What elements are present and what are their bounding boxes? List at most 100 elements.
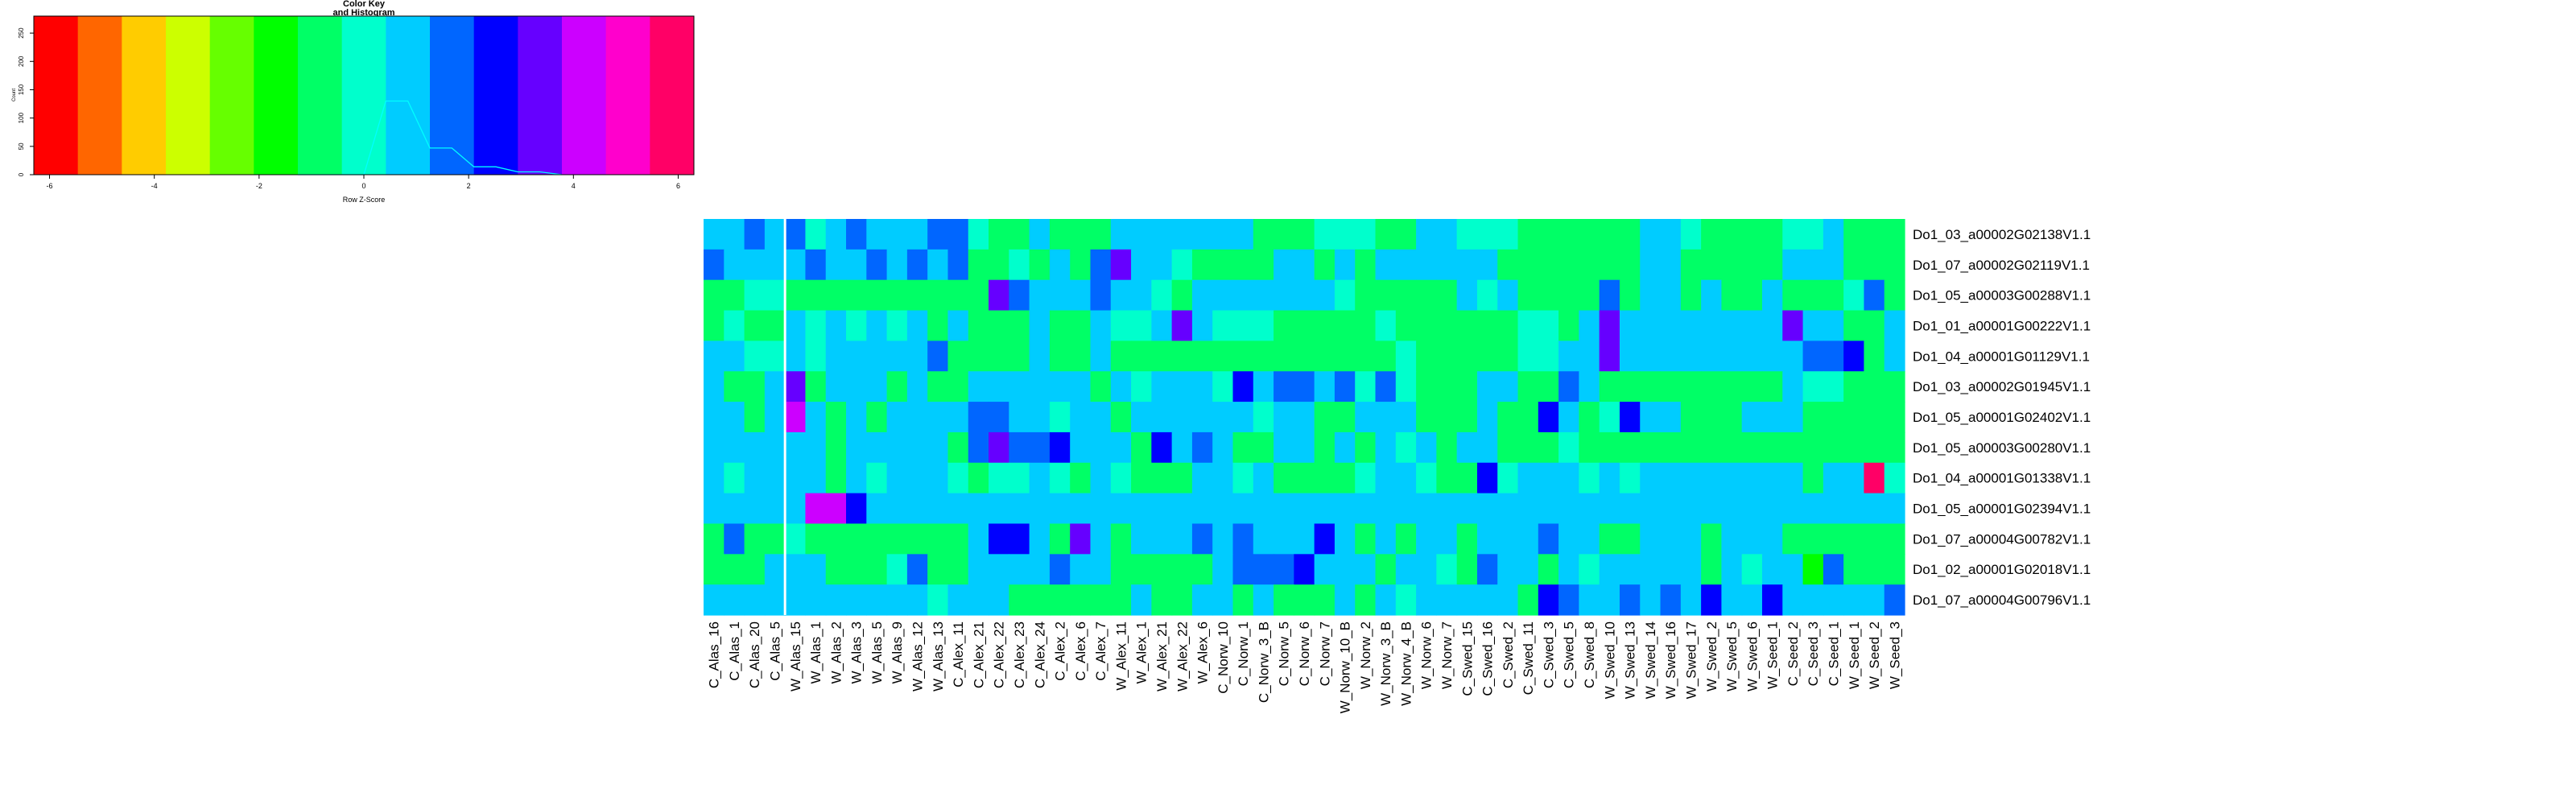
heatmap-cell — [1680, 371, 1702, 402]
heatmap-cell — [1375, 341, 1397, 372]
heatmap-cell — [1619, 279, 1641, 312]
heatmap-cell — [1191, 249, 1213, 281]
heatmap-cell — [846, 219, 867, 250]
column-label: W_Alas_1 — [808, 621, 824, 683]
heatmap-cell — [1253, 279, 1274, 312]
heatmap-cell — [1517, 249, 1539, 281]
heatmap-cell — [1741, 554, 1763, 585]
heatmap-cell — [1416, 279, 1437, 312]
heatmap-cell — [704, 249, 724, 281]
heatmap-cell — [1782, 279, 1804, 312]
heatmap-cell — [744, 584, 766, 616]
heatmap-cell — [968, 249, 989, 281]
heatmap-cell — [764, 402, 786, 433]
heatmap-cell — [1884, 431, 1905, 464]
heatmap-cell — [1761, 431, 1783, 464]
heatmap-cell — [1274, 219, 1294, 250]
heatmap-cell — [1517, 341, 1539, 372]
heatmap-cell — [1070, 219, 1092, 250]
heatmap-cell — [1741, 310, 1763, 341]
heatmap-cell — [1232, 431, 1254, 464]
heatmap-cell — [1436, 310, 1458, 341]
heatmap-cell — [1497, 279, 1519, 312]
heatmap-cell — [846, 554, 867, 585]
heatmap-cell — [764, 249, 786, 281]
heatmap-cell — [1843, 371, 1865, 402]
heatmap-cell — [1232, 493, 1254, 525]
heatmap-cell — [1395, 431, 1417, 464]
heatmap-cell — [1274, 523, 1294, 555]
heatmap-cell — [1741, 493, 1763, 525]
heatmap-cell — [1701, 310, 1723, 341]
heatmap-cell — [1274, 341, 1294, 372]
heatmap-cell — [1599, 462, 1620, 494]
heatmap-cell — [906, 341, 928, 372]
heatmap-cell — [1864, 402, 1885, 433]
heatmap-cell — [704, 431, 724, 464]
heatmap-cell — [1110, 341, 1132, 372]
heatmap-cell — [1660, 523, 1682, 555]
heatmap-cell — [1191, 431, 1213, 464]
heatmap-cell — [1212, 523, 1234, 555]
heatmap-cell — [1375, 279, 1397, 312]
heatmap-cell — [1294, 554, 1315, 585]
heatmap-cell — [886, 310, 908, 341]
heatmap-cell — [825, 402, 847, 433]
heatmap-cell — [1619, 219, 1641, 250]
heatmap-cell — [846, 584, 867, 616]
heatmap-cell — [805, 431, 827, 464]
heatmap-cell — [744, 279, 766, 312]
heatmap-cell — [704, 341, 724, 372]
heatmap-cell — [1375, 554, 1397, 585]
heatmap-cell — [1843, 523, 1865, 555]
heatmap-cell — [1436, 402, 1458, 433]
heatmap-cell — [1476, 341, 1498, 372]
heatmap-cell — [1436, 523, 1458, 555]
column-label: C_Norw_3_B — [1256, 621, 1271, 703]
heatmap-cell — [1802, 584, 1824, 616]
heatmap-cell — [1701, 341, 1723, 372]
heatmap-cell — [927, 402, 949, 433]
heatmap-cell — [1416, 402, 1437, 433]
heatmap-cell — [1721, 402, 1743, 433]
heatmap-cell — [1314, 279, 1335, 312]
color-key-band — [77, 16, 122, 175]
heatmap-cell — [1497, 493, 1519, 525]
x-tick-label: -4 — [151, 182, 158, 190]
heatmap-cell — [1701, 462, 1723, 494]
heatmap-row-labels: Do1_03_a00002G02138V1.1 Do1_07_a00002G021… — [1913, 227, 2091, 608]
heatmap-cell — [1476, 462, 1498, 494]
heatmap-cell — [805, 493, 827, 525]
heatmap-cell — [1191, 523, 1213, 555]
heatmap-cell — [1334, 493, 1356, 525]
heatmap-cell — [1151, 554, 1173, 585]
heatmap-cell — [805, 402, 827, 433]
heatmap-cell — [1070, 584, 1092, 616]
heatmap-cell — [1294, 402, 1315, 433]
heatmap-cell — [1721, 371, 1743, 402]
heatmap-cell — [1456, 371, 1478, 402]
heatmap-cell — [744, 431, 766, 464]
y-tick-label: 50 — [18, 142, 25, 150]
heatmap-cell — [1274, 371, 1294, 402]
heatmap-cell — [1864, 371, 1885, 402]
heatmap-cell — [1497, 402, 1519, 433]
heatmap-cell — [1701, 219, 1723, 250]
heatmap-cell — [1212, 584, 1234, 616]
heatmap-cell — [1843, 341, 1865, 372]
heatmap-cell — [1558, 219, 1579, 250]
heatmap-cell — [1151, 279, 1173, 312]
heatmap-cell — [1864, 279, 1885, 312]
heatmap-cell — [1070, 249, 1092, 281]
heatmap-cell — [989, 431, 1009, 464]
heatmap-cell — [1009, 402, 1030, 433]
heatmap-cell — [1721, 341, 1743, 372]
heatmap-cell — [1191, 462, 1213, 494]
heatmap-cell — [1660, 341, 1682, 372]
heatmap-cell — [989, 462, 1009, 494]
heatmap-cell — [1151, 310, 1173, 341]
heatmap-cell — [1009, 523, 1030, 555]
heatmap-cell — [1395, 279, 1417, 312]
heatmap-cell — [1456, 402, 1478, 433]
heatmap-cell — [724, 462, 745, 494]
